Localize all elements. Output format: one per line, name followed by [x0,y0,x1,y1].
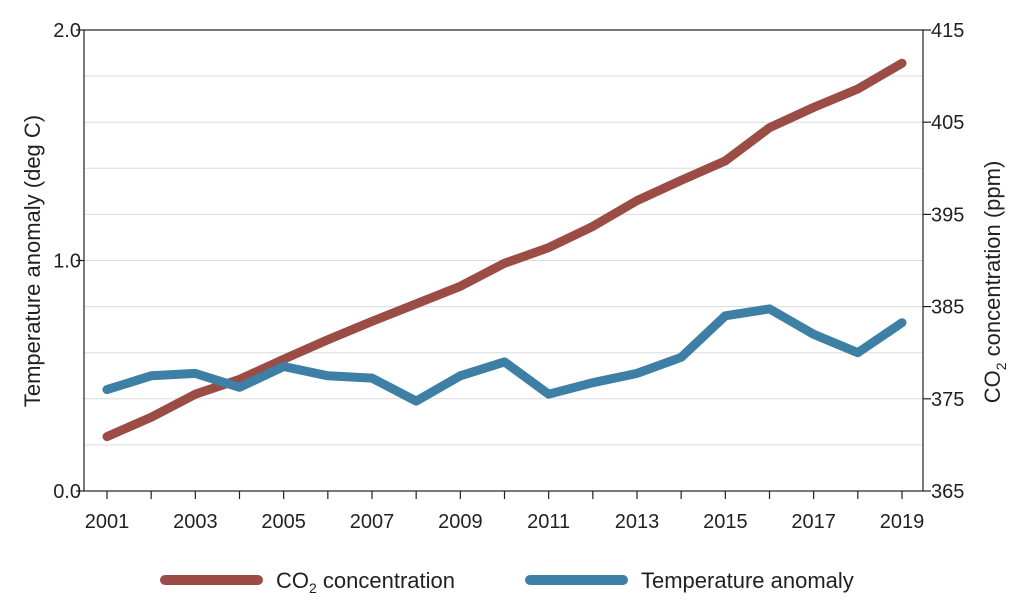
x-tick-label: 2001 [85,511,130,533]
y-right-tick-label: 375 [931,389,964,411]
legend-label-co2-sub: 2 [309,580,317,596]
co2-concentration-line [102,58,907,442]
y-right-tick-label: 365 [931,481,964,503]
y-axis-right-title-main: CO [980,370,1005,403]
x-tick-label: 2015 [703,511,748,533]
x-tick-label: 2005 [261,511,306,533]
y-axis-right-title-sub: 2 [993,362,1009,370]
x-tick-label: 2013 [615,511,660,533]
y-left-tick-label: 2.0 [53,20,81,42]
series-lines [102,58,907,442]
x-tick-label: 2009 [438,511,483,533]
y-left-tick-label: 1.0 [53,251,81,273]
legend-label-co2-main: CO [276,568,309,593]
x-tick-label: 2019 [880,511,925,533]
x-axis: 2001 2003 2005 2007 2009 2011 2013 2015 2017 2019 [85,491,925,533]
legend-label-temperature: Temperature anomaly [641,568,854,593]
y-right-tick-label: 395 [931,204,964,226]
x-tick-label: 2017 [791,511,836,533]
y-axis-right-title-rest: concentration (ppm) [980,161,1005,363]
y-axis-right: 365 375 385 395 405 415 [923,20,964,503]
y-axis-right-title: CO2 concentration (ppm) [980,161,1009,404]
y-right-tick-label: 415 [931,20,964,42]
y-right-tick-label: 385 [931,297,964,319]
legend: CO2 concentration Temperature anomaly [160,568,854,596]
y-left-tick-label: 0.0 [53,481,81,503]
temperature-anomaly-line [102,304,907,406]
x-tick-label: 2007 [350,511,395,533]
y-axis-left-title: Temperature anomaly (deg C) [20,115,45,407]
legend-label-co2-rest: concentration [317,568,455,593]
legend-label-co2: CO2 concentration [276,568,455,596]
y-axis-left: 0.0 1.0 2.0 [53,20,84,503]
y-right-tick-label: 405 [931,112,964,134]
x-tick-label: 2011 [527,511,570,533]
x-tick-label: 2003 [173,511,218,533]
